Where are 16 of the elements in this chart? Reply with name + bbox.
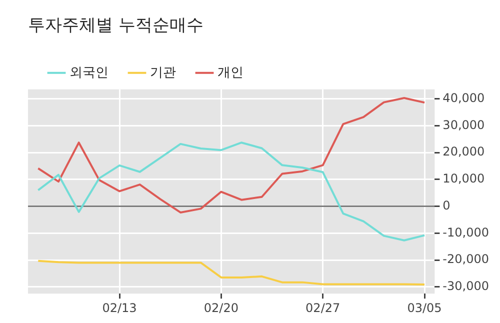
x-tick-label: 02/27 [306, 300, 340, 315]
y-tick-label: -30,000 [442, 279, 490, 294]
y-tick-label: 20,000 [442, 144, 485, 159]
y-tick-label: -20,000 [442, 252, 490, 266]
legend-label: 개인 [218, 65, 244, 80]
y-tick-label: 30,000 [442, 118, 485, 132]
x-tick-label: 02/20 [204, 300, 238, 315]
x-tick-label: 02/13 [102, 300, 137, 315]
y-tick-label: 40,000 [442, 90, 485, 105]
chart-title: 투자주체별 누적순매수 [28, 16, 204, 36]
legend-label: 외국인 [70, 65, 108, 80]
y-tick-label: 10,000 [442, 172, 485, 186]
y-tick-label: -10,000 [442, 225, 490, 240]
y-tick-label: 0 [442, 198, 450, 212]
x-tick-label: 03/05 [407, 300, 442, 315]
legend-label: 기관 [150, 65, 176, 80]
